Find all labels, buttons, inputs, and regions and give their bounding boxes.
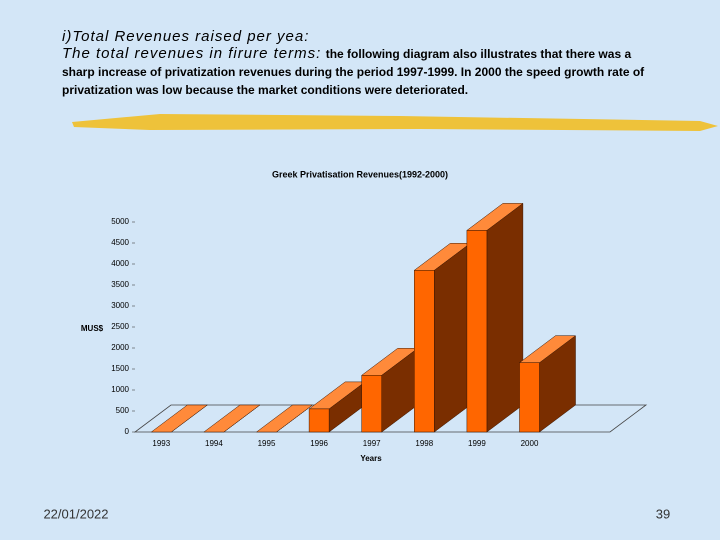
x-tick-label: 1994	[205, 439, 223, 448]
bar	[519, 362, 540, 433]
body-text: the following diagram also illustrates t…	[62, 47, 645, 97]
heading: i)Total Revenues raised per yea:	[62, 28, 310, 45]
x-tick-label: 1998	[415, 439, 433, 448]
x-tick-label: 1995	[258, 439, 276, 448]
bar-top	[255, 404, 314, 433]
footer-page: 39	[656, 506, 670, 521]
y-tick-label: 2000	[111, 343, 129, 352]
bar	[308, 408, 330, 433]
bar-side	[486, 202, 524, 433]
bar	[361, 375, 382, 433]
bar-top	[150, 404, 209, 433]
y-tick-label: 3500	[111, 280, 129, 289]
y-tick-label: 500	[116, 406, 130, 415]
header: i)Total Revenues raised per yea: The tot…	[62, 28, 662, 99]
floor	[133, 404, 648, 433]
bar-top	[203, 404, 261, 433]
lead: The total revenues in firure terms:	[62, 45, 322, 62]
y-tick-label: 4500	[111, 238, 129, 247]
y-tick-label: 4000	[111, 259, 129, 268]
bar-side	[434, 242, 471, 433]
x-tick-label: 1999	[468, 439, 486, 448]
y-tick-label: 1000	[111, 385, 129, 394]
x-tick-label: 1997	[363, 439, 381, 448]
y-tick-label: 5000	[111, 217, 129, 226]
footer-date: 22/01/2022	[43, 506, 108, 521]
x-tick-label: 2000	[521, 439, 539, 448]
y-tick-label: 0	[125, 427, 130, 436]
y-tick-label: 3000	[111, 301, 129, 310]
y-tick-label: 1500	[111, 364, 129, 373]
x-tick-label: 1993	[152, 439, 170, 448]
decor-stroke	[72, 114, 718, 131]
bar	[414, 270, 435, 433]
bar	[466, 230, 488, 433]
y-tick-label: 2500	[111, 322, 129, 331]
x-axis-label: Years	[360, 454, 382, 463]
x-tick-label: 1996	[310, 439, 328, 448]
chart-title: Greek Privatisation Revenues(1992-2000)	[272, 169, 448, 179]
y-axis-label: MUS$	[81, 324, 104, 333]
